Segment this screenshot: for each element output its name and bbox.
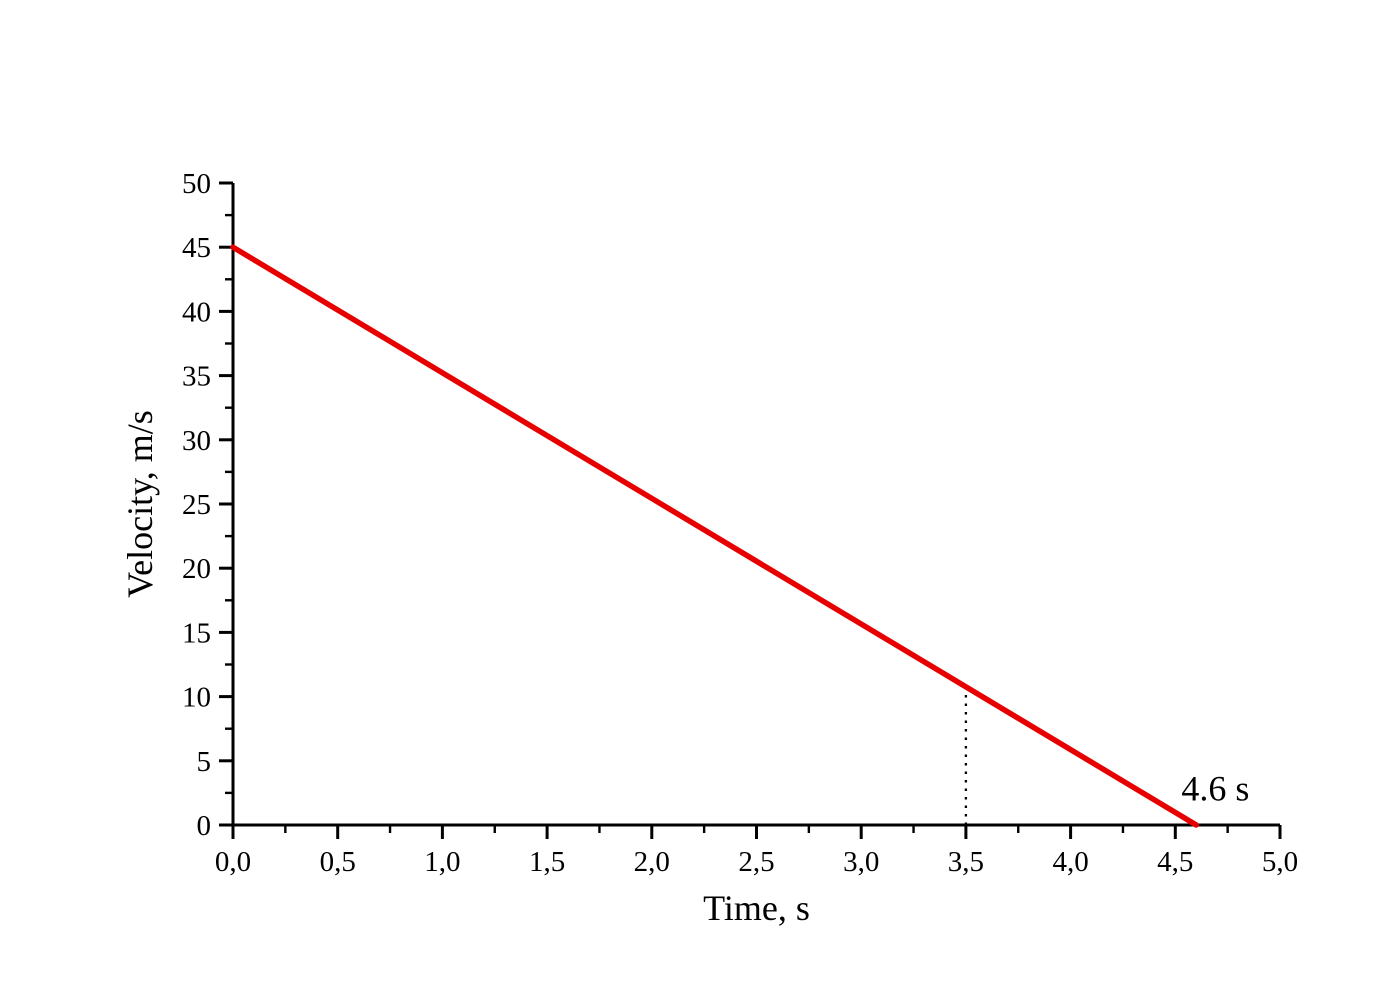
y-tick-label: 30	[182, 425, 211, 457]
y-tick-label: 25	[182, 489, 211, 521]
y-tick-label: 0	[197, 810, 212, 842]
y-tick-label: 5	[197, 746, 212, 778]
y-tick-label: 35	[182, 361, 211, 393]
x-tick-label: 2,0	[634, 846, 670, 878]
y-tick-label: 20	[182, 553, 211, 585]
x-axis-title: Time, s	[703, 888, 810, 928]
y-tick-label: 45	[182, 232, 211, 264]
y-axis-title: Velocity, m/s	[120, 410, 160, 598]
x-tick-label: 5,0	[1262, 846, 1298, 878]
x-tick-label: 3,5	[948, 846, 984, 878]
x-tick-label: 4,5	[1157, 846, 1193, 878]
x-tick-label: 3,0	[843, 846, 879, 878]
intercept-annotation: 4.6 s	[1181, 769, 1249, 809]
x-tick-label: 1,0	[424, 846, 460, 878]
y-tick-label: 15	[182, 617, 211, 649]
velocity-line	[230, 244, 1199, 828]
y-tick-label: 50	[182, 168, 211, 200]
y-tick-label: 40	[182, 296, 211, 328]
x-tick-label: 4,0	[1052, 846, 1088, 878]
x-tick-label: 2,5	[738, 846, 774, 878]
x-tick-label: 0,5	[320, 846, 356, 878]
y-tick-label: 10	[182, 682, 211, 714]
x-tick-label: 1,5	[529, 846, 565, 878]
x-tick-label: 0,0	[215, 846, 251, 878]
